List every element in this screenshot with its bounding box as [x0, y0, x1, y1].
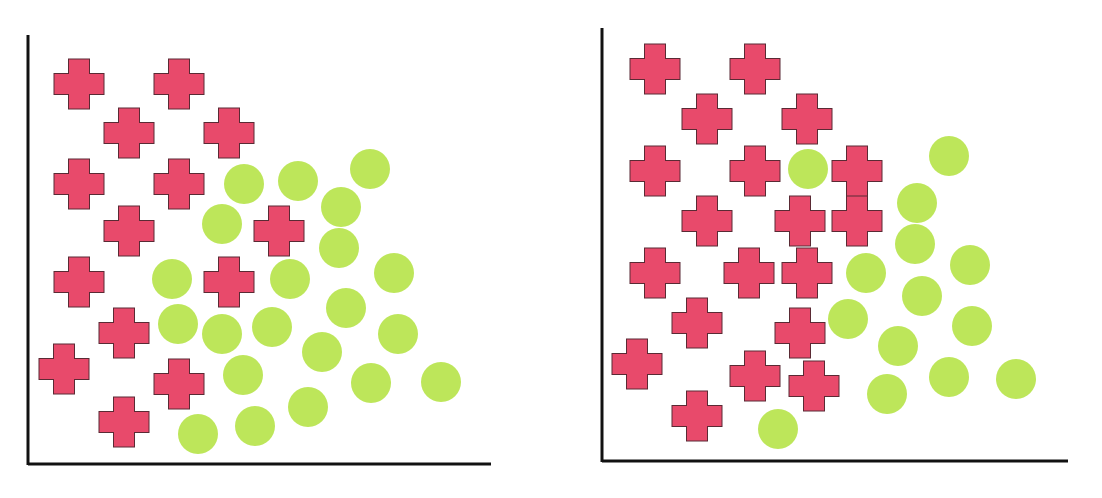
circle-marker — [421, 362, 461, 402]
circle-marker — [350, 149, 390, 189]
cross-marker — [103, 107, 155, 159]
cross-marker — [729, 145, 781, 197]
circle-marker — [319, 228, 359, 268]
circle-marker — [278, 161, 318, 201]
circle-marker — [158, 304, 198, 344]
cross-marker — [38, 343, 90, 395]
circle-marker — [846, 253, 886, 293]
circle-marker — [321, 187, 361, 227]
circle-marker — [902, 276, 942, 316]
cross-marker — [153, 358, 205, 410]
circle-marker — [867, 374, 907, 414]
cross-marker — [153, 158, 205, 210]
circle-marker — [270, 259, 310, 299]
circle-marker — [895, 224, 935, 264]
circle-marker — [929, 357, 969, 397]
cross-marker — [611, 338, 663, 390]
marks-right — [611, 43, 1036, 449]
scatter-panel-right — [600, 28, 1068, 463]
circle-marker — [758, 409, 798, 449]
cross-marker — [729, 43, 781, 95]
circle-marker — [996, 359, 1036, 399]
cross-marker — [153, 58, 205, 110]
circle-marker — [950, 245, 990, 285]
circle-marker — [788, 149, 828, 189]
circle-marker — [202, 314, 242, 354]
cross-marker — [729, 350, 781, 402]
circle-marker — [952, 306, 992, 346]
circle-marker — [828, 299, 868, 339]
cross-marker — [203, 256, 255, 308]
cross-marker — [788, 360, 840, 412]
cross-marker — [53, 158, 105, 210]
circle-marker — [235, 406, 275, 446]
cross-marker — [831, 195, 883, 247]
circle-marker — [374, 253, 414, 293]
cross-marker — [671, 297, 723, 349]
circle-marker — [202, 204, 242, 244]
marks-left — [38, 58, 461, 454]
cross-marker — [831, 145, 883, 197]
circle-marker — [929, 136, 969, 176]
cross-marker — [781, 93, 833, 145]
cross-marker — [98, 396, 150, 448]
circle-marker — [178, 414, 218, 454]
cross-marker — [681, 195, 733, 247]
cross-marker — [629, 43, 681, 95]
cross-marker — [53, 256, 105, 308]
scatter-panel-left — [26, 35, 491, 466]
cross-marker — [629, 247, 681, 299]
cross-marker — [671, 390, 723, 442]
cross-marker — [723, 247, 775, 299]
cross-marker — [253, 205, 305, 257]
circle-marker — [224, 164, 264, 204]
circle-marker — [252, 307, 292, 347]
circle-marker — [897, 183, 937, 223]
cross-marker — [629, 145, 681, 197]
circle-marker — [378, 314, 418, 354]
circle-marker — [152, 259, 192, 299]
circle-marker — [878, 326, 918, 366]
cross-marker — [203, 107, 255, 159]
circle-marker — [223, 355, 263, 395]
cross-marker — [681, 93, 733, 145]
circle-marker — [288, 387, 328, 427]
cross-marker — [98, 307, 150, 359]
cross-marker — [103, 205, 155, 257]
circle-marker — [351, 363, 391, 403]
cross-marker — [774, 307, 826, 359]
cross-marker — [781, 247, 833, 299]
cross-marker — [53, 58, 105, 110]
circle-marker — [302, 332, 342, 372]
circle-marker — [326, 288, 366, 328]
cross-marker — [774, 195, 826, 247]
